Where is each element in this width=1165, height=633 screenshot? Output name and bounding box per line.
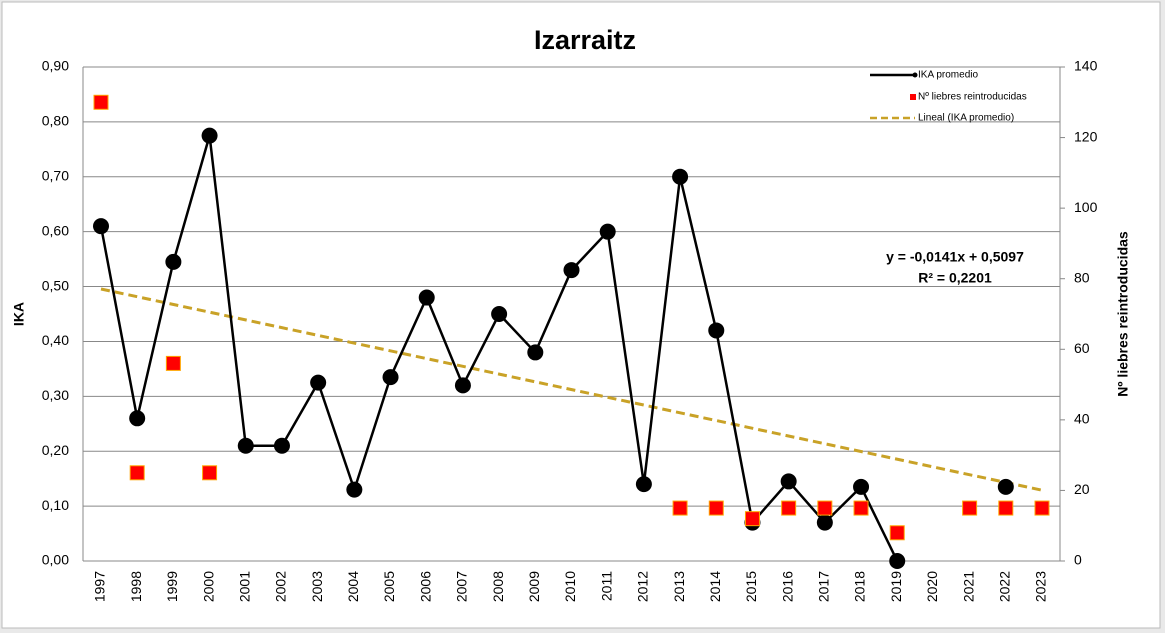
x-tick-label: 2000 — [200, 571, 216, 602]
x-tick-label: 2021 — [960, 571, 976, 602]
x-tick-label: 2017 — [816, 571, 832, 602]
x-tick-label: 2023 — [1033, 571, 1049, 602]
point — [1034, 500, 1050, 516]
x-tick-label: 1998 — [128, 571, 144, 602]
y2-tick-label: 40 — [1074, 411, 1090, 427]
point — [599, 223, 616, 240]
point — [93, 94, 109, 110]
x-tick-label: 2008 — [490, 571, 506, 602]
point — [817, 500, 833, 516]
y-tick-label: 0,90 — [42, 58, 69, 74]
x-tick-label: 2007 — [454, 571, 470, 602]
legend-marker — [912, 72, 918, 78]
y2-tick-label: 80 — [1074, 269, 1090, 285]
point — [491, 306, 508, 322]
point — [418, 289, 435, 306]
point — [781, 500, 797, 516]
point — [454, 377, 471, 394]
y2-tick-label: 20 — [1074, 481, 1090, 497]
point — [672, 500, 688, 516]
point — [998, 500, 1014, 516]
x-tick-label: 1997 — [92, 571, 108, 602]
point — [853, 478, 870, 495]
chart-title: Izarraitz — [534, 25, 636, 55]
x-tick-label: 2016 — [779, 571, 795, 602]
y-tick-label: 0,10 — [42, 497, 69, 513]
legend-label: IKA promedio — [918, 70, 978, 81]
point — [237, 437, 254, 454]
y-tick-label: 0,40 — [42, 332, 69, 348]
x-tick-label: 1999 — [164, 571, 180, 602]
x-tick-label: 2018 — [852, 571, 868, 602]
point — [201, 127, 218, 144]
y-axis-title: IKA — [11, 302, 27, 326]
trend-r2: R² = 0,2201 — [918, 270, 992, 286]
x-tick-label: 2015 — [743, 571, 759, 602]
x-tick-label: 2019 — [888, 571, 904, 602]
point — [962, 500, 978, 516]
x-tick-label: 2009 — [526, 571, 542, 602]
x-tick-label: 2004 — [345, 571, 361, 602]
point — [780, 473, 797, 490]
trend-line — [100, 287, 1043, 492]
y-tick-label: 0,30 — [42, 387, 69, 403]
y-tick-label: 0,50 — [42, 277, 69, 293]
y-tick-label: 0,00 — [42, 552, 69, 568]
x-tick-label: 2005 — [381, 571, 397, 602]
y2-tick-label: 120 — [1074, 128, 1098, 144]
legend-marker — [910, 94, 916, 100]
x-tick-label: 2006 — [417, 571, 433, 602]
point — [672, 168, 689, 185]
point — [310, 374, 327, 391]
x-tick-label: 2014 — [707, 571, 723, 602]
point — [563, 262, 580, 279]
y-tick-label: 0,80 — [42, 113, 69, 129]
trend-equation: y = -0,0141x + 0,5097 — [886, 249, 1024, 265]
legend-label: Lineal (IKA promedio) — [918, 113, 1014, 124]
point — [382, 369, 399, 386]
y2-tick-label: 60 — [1074, 340, 1090, 356]
x-tick-label: 2012 — [635, 571, 651, 602]
point — [708, 322, 725, 339]
y2-tick-label: 140 — [1074, 58, 1098, 74]
x-tick-label: 2002 — [273, 571, 289, 602]
legend-label: Nº liebres reintroducidas — [918, 92, 1027, 103]
y-tick-label: 0,60 — [42, 222, 69, 238]
point — [129, 410, 146, 427]
point — [346, 481, 363, 498]
point — [708, 500, 724, 516]
point — [889, 525, 905, 541]
point — [93, 218, 109, 235]
y-tick-label: 0,20 — [42, 442, 69, 458]
point — [635, 476, 652, 493]
x-tick-label: 2001 — [236, 571, 252, 602]
y-tick-label: 0,70 — [42, 167, 69, 183]
x-tick-label: 2020 — [924, 571, 940, 602]
point — [889, 553, 906, 569]
y2-axis-title: Nº liebres reintroducidas — [1115, 231, 1131, 397]
x-tick-label: 2022 — [997, 571, 1013, 602]
point — [202, 465, 218, 481]
point — [165, 355, 181, 371]
point — [165, 253, 182, 270]
point — [129, 465, 145, 481]
x-tick-label: 2010 — [562, 571, 578, 602]
point — [816, 514, 833, 531]
y2-tick-label: 0 — [1074, 552, 1082, 568]
x-tick-label: 2011 — [598, 571, 614, 601]
x-tick-label: 2013 — [671, 571, 687, 602]
point — [273, 437, 290, 454]
point — [527, 344, 544, 361]
x-tick-label: 2003 — [309, 571, 325, 602]
y2-tick-label: 100 — [1074, 199, 1098, 215]
point — [744, 511, 760, 527]
point — [853, 500, 869, 516]
point — [997, 478, 1014, 495]
